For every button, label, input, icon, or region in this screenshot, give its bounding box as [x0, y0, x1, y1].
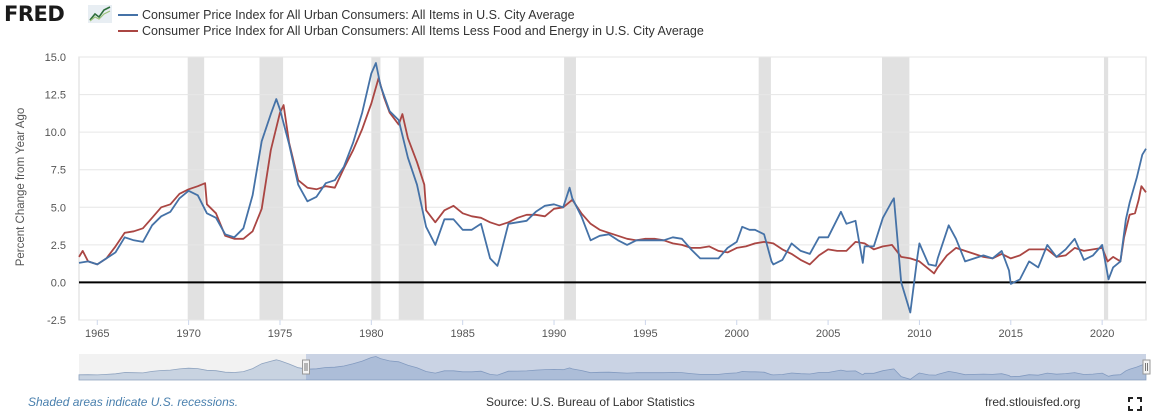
x-tick-label: 1980: [359, 328, 383, 340]
legend-swatch-cpi-core: [118, 30, 138, 32]
navigator-right-handle[interactable]: [1142, 359, 1151, 375]
x-tick-label: 2005: [816, 328, 840, 340]
x-tick-label: 1965: [85, 328, 109, 340]
y-tick-label: 10.0: [45, 127, 66, 139]
recession-band-6: [881, 57, 910, 320]
x-axis-ticks: 1965 1970 1975 1980 1985 1990 1995 2000 2005 2010…: [85, 320, 1114, 340]
main-chart[interactable]: -2.5 0.0 2.5 5.0 7.5 10.0 12.5 15.0 1965 1970 197…: [0, 0, 1157, 350]
recession-band-0: [187, 57, 205, 320]
range-navigator[interactable]: [0, 350, 1157, 382]
y-axis-label: Percent Change from Year Ago: [15, 108, 27, 267]
legend-item-cpi-core[interactable]: Consumer Price Index for All Urban Consu…: [118, 23, 704, 39]
recession-band-1: [259, 57, 284, 320]
y-axis-ticks: -2.5 0.0 2.5 5.0 7.5 10.0 12.5 15.0: [45, 52, 66, 327]
fred-chart-mark-icon: [88, 5, 112, 23]
legend-label-cpi-core: Consumer Price Index for All Urban Consu…: [142, 24, 704, 38]
legend-swatch-cpi-all: [118, 14, 138, 16]
x-tick-label: 2010: [907, 328, 931, 340]
y-tick-label: -2.5: [47, 315, 66, 327]
x-tick-label: 2000: [724, 328, 748, 340]
y-tick-label: 7.5: [51, 165, 66, 177]
x-tick-label: 2020: [1090, 328, 1114, 340]
y-tick-label: 0.0: [51, 277, 66, 289]
series-line-cpi-all: [78, 62, 1147, 314]
series-line-cpi-core: [78, 77, 1147, 275]
series-lines: [78, 62, 1147, 314]
x-tick-label: 1970: [176, 328, 200, 340]
source-note: Source: U.S. Bureau of Labor Statistics: [486, 395, 695, 409]
recession-note[interactable]: Shaded areas indicate U.S. recessions.: [28, 395, 239, 409]
grid-lines: [79, 56, 1146, 321]
x-tick-label: 2015: [999, 328, 1023, 340]
fred-logo[interactable]: FRED: [4, 2, 114, 28]
y-tick-label: 2.5: [51, 240, 66, 252]
recession-shading: [187, 57, 1109, 320]
fred-logo-text: FRED: [4, 2, 65, 26]
recession-band-2: [371, 57, 381, 320]
x-tick-label: 1990: [542, 328, 566, 340]
x-tick-label: 1995: [633, 328, 657, 340]
fred-url-link[interactable]: fred.stlouisfed.org: [985, 395, 1081, 409]
navigator-series-area: [78, 356, 1147, 381]
navigator-left-handle[interactable]: [302, 359, 310, 375]
recession-band-7: [1103, 57, 1109, 320]
y-tick-label: 15.0: [45, 52, 66, 64]
navigator-selected-range[interactable]: [306, 354, 1146, 380]
x-tick-label: 1985: [450, 328, 474, 340]
y-tick-label: 5.0: [51, 202, 66, 214]
legend-label-cpi-all: Consumer Price Index for All Urban Consu…: [142, 8, 575, 22]
plot-area-frame: [78, 56, 1147, 321]
fullscreen-icon[interactable]: [1128, 397, 1142, 411]
recession-band-3: [398, 57, 424, 320]
legend-item-cpi-all[interactable]: Consumer Price Index for All Urban Consu…: [118, 7, 704, 23]
x-tick-label: 1975: [268, 328, 292, 340]
y-tick-label: 12.5: [45, 90, 66, 102]
chart-legend: Consumer Price Index for All Urban Consu…: [118, 7, 704, 39]
recession-band-5: [758, 57, 771, 320]
